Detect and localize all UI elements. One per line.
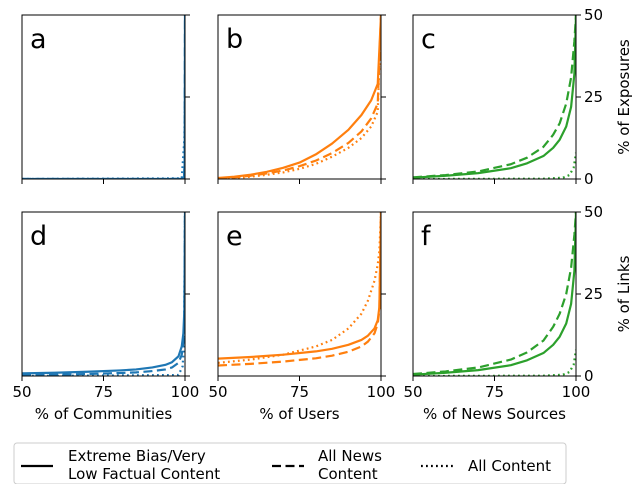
x-axis-title: % of News Sources (423, 405, 566, 423)
legend-label: Low Factual Content (68, 465, 220, 483)
legend-label: All News (318, 447, 382, 465)
x-tick-label: 75 (290, 383, 309, 401)
axes-frame (412, 14, 577, 180)
y-axis-title: % of Exposures (615, 39, 632, 155)
y-tick-label: 25 (584, 285, 603, 303)
panel-d: 50 75 100 d % of Communities (12, 211, 200, 423)
panel-letter: f (421, 221, 432, 252)
series-line-dotted (413, 152, 576, 179)
x-tick-label: 100 (367, 383, 396, 401)
panel-letter: c (421, 24, 436, 55)
series-line-dashed (22, 212, 185, 376)
series-line-dashed (413, 15, 576, 179)
panel-letter: e (226, 221, 243, 252)
series-line-dashed (218, 212, 381, 367)
panel-c: 0 25 50 c % of Exposures (412, 6, 632, 188)
series-line-dashed (413, 212, 576, 376)
panel-b: b (217, 14, 386, 184)
series-group (413, 212, 576, 376)
panel-e: 50 75 100 e % of Users (208, 211, 396, 423)
y-tick-label: 50 (584, 6, 603, 24)
x-tick-label: 75 (94, 383, 113, 401)
panel-a: a (21, 14, 190, 184)
panel-letter: b (226, 24, 243, 55)
legend-label: Content (318, 465, 378, 483)
series-line-solid (413, 212, 576, 376)
y-tick-label: 25 (584, 88, 603, 106)
y-tick-label: 0 (584, 170, 594, 188)
panel-letter: a (30, 24, 47, 55)
y-axis-title: % of Links (615, 255, 632, 332)
x-axis-title: % of Users (259, 405, 339, 423)
series-line-solid (413, 15, 576, 179)
series-group (218, 15, 381, 179)
axes-frame (412, 211, 577, 377)
panel-letter: d (30, 221, 47, 252)
series-line-dotted (22, 87, 185, 179)
legend-entry-dotted: All Content (421, 457, 551, 475)
series-line-solid (22, 212, 185, 375)
x-tick-label: 75 (485, 383, 504, 401)
y-tick-label: 0 (584, 367, 594, 385)
series-group (22, 212, 185, 376)
x-tick-label: 100 (562, 383, 591, 401)
series-group (218, 212, 381, 367)
legend-label: All Content (468, 457, 551, 475)
series-line-dashed (218, 15, 381, 179)
legend-label: Extreme Bias/Very (68, 447, 206, 465)
y-tick-label: 50 (584, 203, 603, 221)
legend-box (13, 442, 567, 484)
series-group (413, 15, 576, 179)
series-line-dotted (22, 212, 185, 376)
panels: a b 0 25 50 c % of Exposures 50 75 100 d % of Commu… (12, 6, 632, 423)
x-tick-label: 50 (12, 383, 31, 401)
x-tick-label: 100 (171, 383, 200, 401)
x-axis-title: % of Communities (35, 405, 173, 423)
x-tick-label: 50 (403, 383, 422, 401)
x-tick-label: 50 (208, 383, 227, 401)
series-line-dotted (218, 212, 381, 364)
